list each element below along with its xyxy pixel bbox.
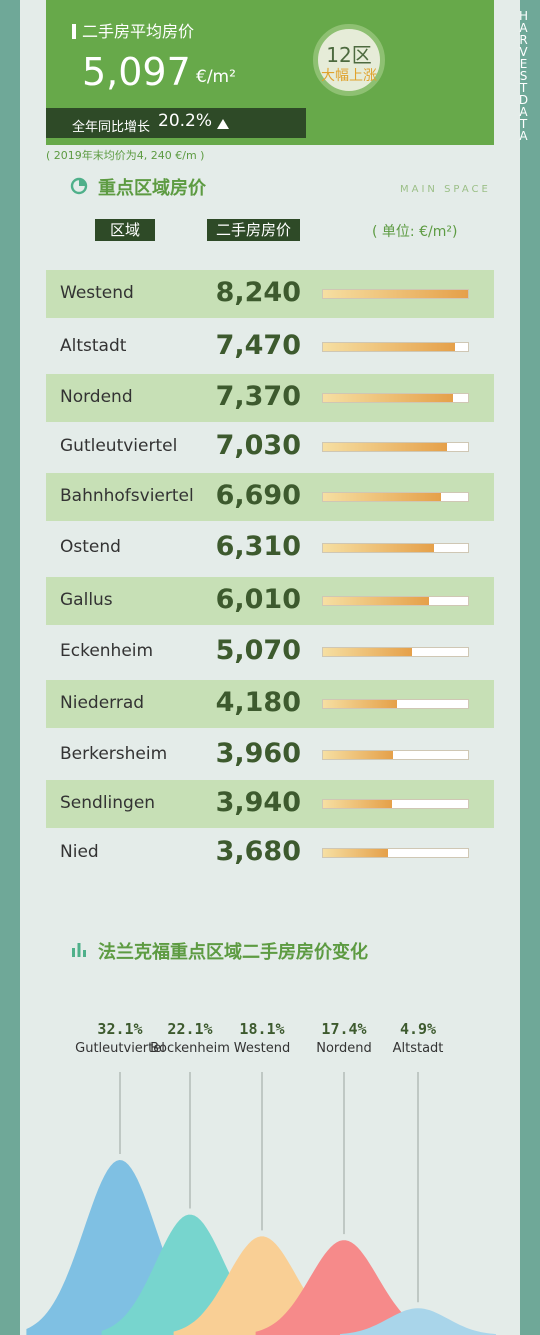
price-bar (323, 493, 441, 501)
table-row: Westend 8,240 (46, 270, 494, 318)
price-bar (323, 544, 435, 552)
price-bar-track (322, 393, 469, 403)
price-value: 7,470 (215, 330, 301, 361)
table-row: Niederrad 4,180 (46, 680, 494, 728)
header-title: 二手房平均房价 (72, 18, 194, 42)
district-name: Nied (60, 842, 99, 862)
district-name: Bahnhofsviertel (60, 486, 194, 506)
price-bar (323, 394, 453, 402)
price-value: 4,180 (215, 687, 301, 718)
price-bar (323, 751, 393, 759)
peak-category-label: Westend (234, 1041, 290, 1056)
table-row: Nordend 7,370 (46, 374, 494, 422)
brand-vertical-text: HARVESTDATA (518, 9, 530, 143)
bar-chart-icon (72, 943, 86, 957)
peak-value-label: 18.1% (239, 1020, 284, 1038)
price-value: 3,940 (215, 787, 301, 818)
up-arrow-icon (217, 119, 229, 129)
table-row: Nied 3,680 (46, 829, 494, 877)
district-name: Niederrad (60, 693, 145, 713)
table-row: Bahnhofsviertel 6,690 (46, 473, 494, 521)
price-value: 8,240 (215, 277, 301, 308)
district-name: Nordend (60, 387, 133, 407)
price-bar-track (322, 289, 469, 299)
price-bar (323, 648, 413, 656)
peak-nordend (255, 1240, 433, 1335)
price-value: 6,310 (215, 531, 301, 562)
table-row: Berkersheim 3,960 (46, 731, 494, 779)
price-bar-track (322, 492, 469, 502)
peak-value-label: 32.1% (97, 1020, 142, 1038)
price-value: 6,690 (215, 480, 301, 511)
year-end-note: ( 2019年末均价为4, 240 €/m ) (46, 149, 205, 162)
summary-header: 二手房平均房价 5,097 €/m² 全年同比增长 20.2% 12区 大幅上涨… (46, 0, 528, 145)
badge-text: 大幅上涨 (321, 68, 377, 84)
price-bar (323, 597, 429, 605)
price-value: 3,960 (215, 738, 301, 769)
peak-value-label: 17.4% (321, 1020, 366, 1038)
price-bar-track (322, 799, 469, 809)
badge-count: 12区 (326, 43, 372, 67)
price-value: 5,070 (215, 635, 301, 666)
table-row: Gutleutviertel 7,030 (46, 423, 494, 471)
column-header-district: 区域 (95, 219, 155, 241)
unit-note: ( 单位: €/m²) (372, 224, 458, 240)
price-bar-track (322, 342, 469, 352)
table-row: Ostend 6,310 (46, 524, 494, 572)
section-title-price-change: 法兰克福重点区域二手房房价变化 (98, 942, 368, 963)
price-unit: €/m² (196, 67, 236, 87)
table-row: Gallus 6,010 (46, 577, 494, 625)
price-bar-track (322, 543, 469, 553)
price-bar-track (322, 848, 469, 858)
district-name: Eckenheim (60, 641, 154, 661)
price-bar-track (322, 442, 469, 452)
section-title-district-prices: 重点区域房价 (98, 178, 206, 199)
peak-category-label: Gutleutviertel (75, 1041, 165, 1056)
peak-category-label: Bockenheim (150, 1041, 230, 1056)
growth-bar (46, 108, 306, 138)
district-name: Berkersheim (60, 744, 168, 764)
peak-value-label: 22.1% (167, 1020, 212, 1038)
district-name: Westend (60, 283, 134, 303)
district-badge: 12区 大幅上涨 (313, 24, 385, 96)
section-subtitle: MAIN SPACE (400, 184, 491, 195)
peak-altstadt (340, 1308, 496, 1335)
price-value: 7,370 (215, 381, 301, 412)
district-name: Altstadt (60, 336, 127, 356)
growth-label: 全年同比增长 (72, 120, 151, 135)
price-bar (323, 290, 468, 298)
price-bar-track (322, 750, 469, 760)
price-value: 6,010 (215, 584, 301, 615)
price-value: 7,030 (215, 430, 301, 461)
district-name: Gutleutviertel (60, 436, 178, 456)
table-row: Sendlingen 3,940 (46, 780, 494, 828)
price-bar (323, 343, 455, 351)
price-bar-track (322, 699, 469, 709)
price-bar (323, 800, 393, 808)
table-row: Altstadt 7,470 (46, 323, 494, 371)
table-row: Eckenheim 5,070 (46, 628, 494, 676)
district-name: Ostend (60, 537, 121, 557)
pie-chart-icon (70, 177, 88, 195)
price-bar-track (322, 647, 469, 657)
peak-category-label: Nordend (316, 1041, 372, 1056)
average-price: 5,097 (82, 50, 191, 94)
price-bar (323, 700, 397, 708)
price-bar-track (322, 596, 469, 606)
price-bar (323, 443, 447, 451)
district-name: Gallus (60, 590, 113, 610)
peak-value-label: 4.9% (400, 1020, 436, 1038)
growth-value: 20.2% (158, 111, 213, 131)
price-bar (323, 849, 388, 857)
column-header-price: 二手房房价 (207, 219, 300, 241)
peak-category-label: Altstadt (393, 1041, 444, 1056)
price-value: 3,680 (215, 836, 301, 867)
district-name: Sendlingen (60, 793, 156, 813)
